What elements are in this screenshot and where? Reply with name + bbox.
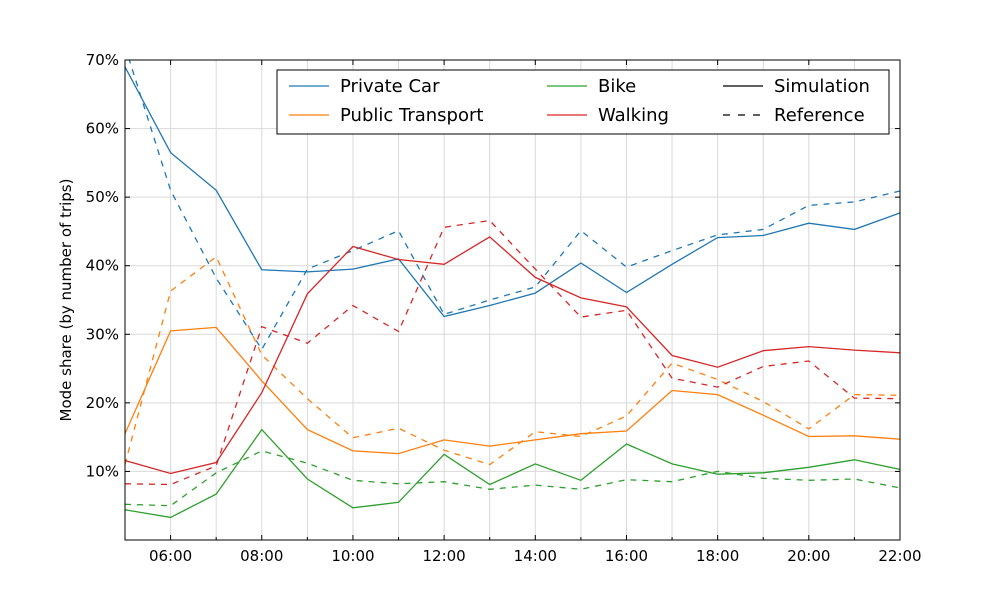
legend-label: Bike: [598, 76, 636, 97]
x-tick-label: 22:00: [878, 547, 921, 565]
y-tick-label: 60%: [86, 120, 119, 138]
y-axis-label: Mode share (by number of trips): [57, 179, 75, 422]
series-line-private-car-simulation: [125, 66, 900, 318]
y-tick-label: 40%: [86, 257, 119, 275]
y-tick-label: 50%: [86, 188, 119, 206]
legend-label: Private Car: [340, 76, 440, 97]
series-line-walking-reference: [125, 219, 900, 486]
series-line-public-transport-reference: [125, 255, 900, 466]
legend-label: Reference: [774, 105, 865, 126]
legend-label: Simulation: [774, 76, 870, 97]
x-tick-label: 18:00: [696, 547, 739, 565]
legend-label: Walking: [598, 105, 669, 126]
y-tick-label: 70%: [86, 51, 119, 69]
series-line-private-car-reference: [128, 60, 900, 351]
plot-frame: [124, 59, 901, 541]
y-tick-label: 20%: [86, 394, 119, 412]
y-tick-label: 30%: [86, 325, 119, 343]
x-tick-label: 16:00: [605, 547, 648, 565]
x-tick-label: 10:00: [331, 547, 374, 565]
legend: Private Car Public Transport Bike Walking Si…: [276, 69, 890, 135]
legend-label: Public Transport: [340, 105, 483, 126]
series-lines: [125, 60, 900, 519]
series-line-public-transport-simulation: [125, 326, 900, 455]
x-tick-label: 20:00: [787, 547, 830, 565]
x-tick-label: 12:00: [423, 547, 466, 565]
series-line-walking-simulation: [125, 236, 900, 475]
legend-box: [276, 69, 890, 135]
axis-ticks: 06:00 08:00 10:00 12:00 14:00 16:00 18:00 20:00…: [86, 51, 922, 565]
y-tick-label: 10%: [86, 462, 119, 480]
x-tick-label: 08:00: [240, 547, 283, 565]
x-tick-label: 14:00: [514, 547, 557, 565]
x-tick-label: 06:00: [149, 547, 192, 565]
series-line-bike-reference: [125, 450, 900, 507]
series-line-bike-simulation: [125, 428, 900, 519]
